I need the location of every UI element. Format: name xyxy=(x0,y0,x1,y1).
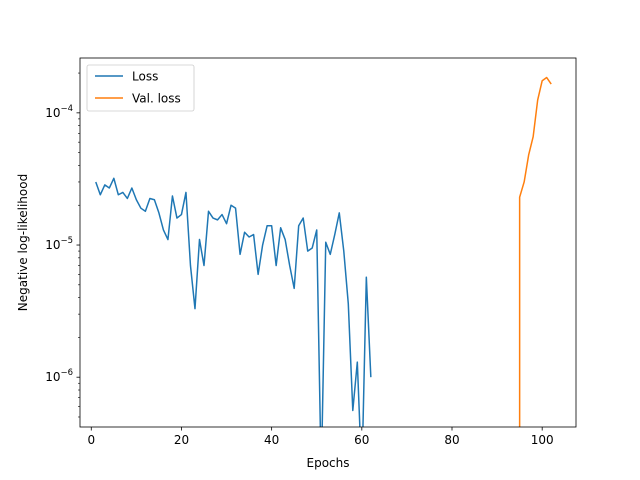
legend-label-1: Val. loss xyxy=(132,92,181,106)
axes-frame xyxy=(79,57,577,428)
x-tick-label: 60 xyxy=(354,433,369,447)
x-tick-label: 100 xyxy=(531,433,554,447)
series-line-1 xyxy=(518,76,552,427)
axes-layer: 0 20 40 60 80 100 10−6 10−5 10−4 xyxy=(45,57,577,447)
x-tick-label: 80 xyxy=(444,433,459,447)
legend: Loss Val. loss xyxy=(86,64,195,112)
y-tick-label: 10−6 xyxy=(45,368,73,384)
y-tick-label: 10−4 xyxy=(45,104,73,120)
x-tick-label: 0 xyxy=(87,433,95,447)
y-axis-label: Negative log-likelihood xyxy=(16,174,30,311)
x-tick-label: 20 xyxy=(174,433,189,447)
y-tick-label: 10−5 xyxy=(45,236,73,252)
x-axis-label: Epochs xyxy=(307,456,350,470)
x-tick-label: 40 xyxy=(264,433,279,447)
series-layer xyxy=(95,76,552,427)
series-line-0 xyxy=(95,177,372,427)
legend-label-0: Loss xyxy=(132,70,158,84)
